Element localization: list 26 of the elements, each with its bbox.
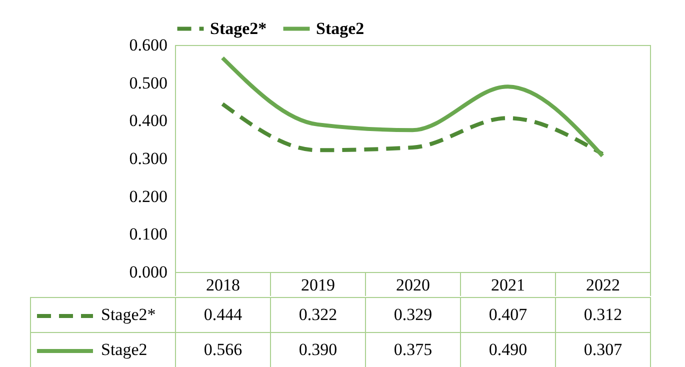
y-tick-label: 0.200 (129, 186, 168, 206)
x-tick-label: 2020 (396, 276, 430, 294)
text: Stage2* (101, 305, 156, 324)
y-tick-label: 0.300 (129, 149, 168, 168)
data-label: 0.375 (366, 332, 460, 367)
y-tick-label: 0.400 (129, 111, 168, 130)
data-label: 0.312 (556, 298, 650, 332)
x-tick-label: 2021 (491, 276, 525, 294)
data-label: 0.390 (270, 332, 366, 367)
legend-label: Stage2 (316, 18, 364, 38)
data-label: 0.307 (556, 332, 650, 367)
data-label: 0.407 (460, 298, 556, 332)
y-tick-label: 0.600 (129, 36, 168, 54)
y-tick-label: 0.500 (129, 73, 168, 92)
data-label: 0.490 (460, 332, 556, 367)
y-tick-label: 0.100 (129, 224, 168, 244)
x-tick-label: 2022 (586, 276, 620, 294)
data-label: 0.566 (176, 332, 270, 367)
x-tick-label: 2019 (301, 276, 335, 294)
data-label: 0.329 (366, 298, 460, 332)
y-tick-label: 0.000 (129, 262, 168, 282)
data-label: 0.444 (176, 298, 270, 332)
legend-label: Stage2* (210, 18, 267, 38)
x-tick-label: 2018 (206, 276, 240, 294)
text: Stage2 (101, 340, 148, 359)
data-label: 0.322 (270, 298, 366, 332)
